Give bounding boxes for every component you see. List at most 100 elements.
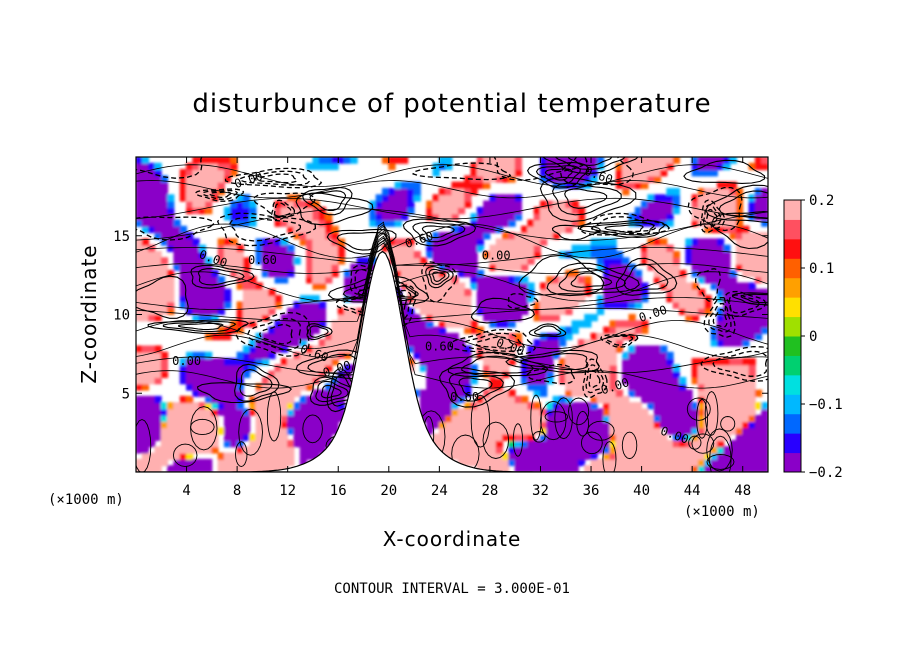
field-cell [508,440,516,448]
field-cell [685,433,693,441]
field-cell [148,276,156,284]
field-cell [148,162,156,171]
field-cell [394,206,402,215]
field-cell [723,402,731,410]
field-cell [558,301,567,309]
field-cell [584,377,592,385]
field-cell [502,421,510,429]
field-cell [539,408,548,416]
field-cell [508,295,516,303]
field-cell [483,206,491,215]
field-cell [483,465,491,472]
field-cell [691,219,699,227]
contour-negative [600,333,639,348]
field-cell [438,257,447,265]
field-cell [154,446,162,454]
field-cell [249,358,257,366]
field-cell [375,200,383,208]
field-cell [179,433,188,441]
field-cell [704,440,712,448]
field-cell [192,206,200,215]
field-cell [318,345,327,353]
field-cell [331,225,339,234]
field-cell [318,402,327,410]
field-cell [539,414,548,423]
field-cell [255,257,263,265]
field-cell [457,446,466,454]
field-cell [508,427,516,435]
field-cell [685,295,693,303]
field-cell [445,301,453,309]
field-cell [596,408,605,416]
field-cell [154,358,162,366]
field-cell [369,213,377,221]
field-cell [192,414,200,423]
field-cell [148,225,156,234]
field-cell [679,288,687,297]
field-cell [735,200,744,208]
field-cell [192,427,200,435]
field-cell [679,452,687,460]
field-cell [546,282,554,290]
field-cell [590,395,598,404]
field-cell [419,389,428,397]
field-cell [647,395,655,404]
field-cell [483,314,491,322]
field-cell [223,332,232,341]
field-cell [186,295,194,303]
field-cell [205,421,213,429]
field-cell [761,446,768,454]
field-cell [514,244,523,252]
field-cell [407,276,415,284]
field-cell [438,276,447,284]
field-cell [697,458,706,467]
field-cell [148,427,156,435]
field-cell [609,276,617,284]
field-cell [160,421,169,429]
field-cell [287,307,295,315]
field-cell [419,402,428,410]
field-cell [622,408,630,416]
field-cell [596,364,605,372]
contour-positive [683,159,766,184]
field-cell [577,370,586,378]
field-cell [653,358,662,366]
field-cell [761,213,768,221]
field-cell [704,244,712,252]
field-cell [394,200,402,208]
field-cell [735,206,744,215]
field-cell [432,301,440,309]
contour-positive [448,372,504,402]
field-cell [514,200,523,208]
field-cell [198,433,207,441]
field-cell [306,213,314,221]
field-cell [287,402,295,410]
field-cell [337,307,346,315]
field-cell [325,238,333,246]
field-cell [167,238,175,246]
field-cell [464,288,472,297]
contour-positive [544,168,573,181]
field-cell [754,320,763,328]
field-cell [318,282,327,290]
field-cell [508,351,516,360]
field-cell [287,377,295,385]
field-cell [489,421,497,429]
field-cell [274,402,282,410]
field-cell [136,269,143,278]
contour-layer-line [136,221,768,259]
field-cell [660,364,668,372]
field-cell [546,288,554,297]
field-cell [546,295,554,303]
field-cell [729,358,737,366]
field-cell [236,414,244,423]
field-cell [413,269,421,278]
field-cell [205,169,213,177]
field-cell [438,200,447,208]
field-cell [571,446,579,454]
field-cell [217,326,225,334]
field-cell [495,364,504,372]
field-cell [173,238,181,246]
field-cell [596,307,605,315]
field-cell [735,326,744,334]
